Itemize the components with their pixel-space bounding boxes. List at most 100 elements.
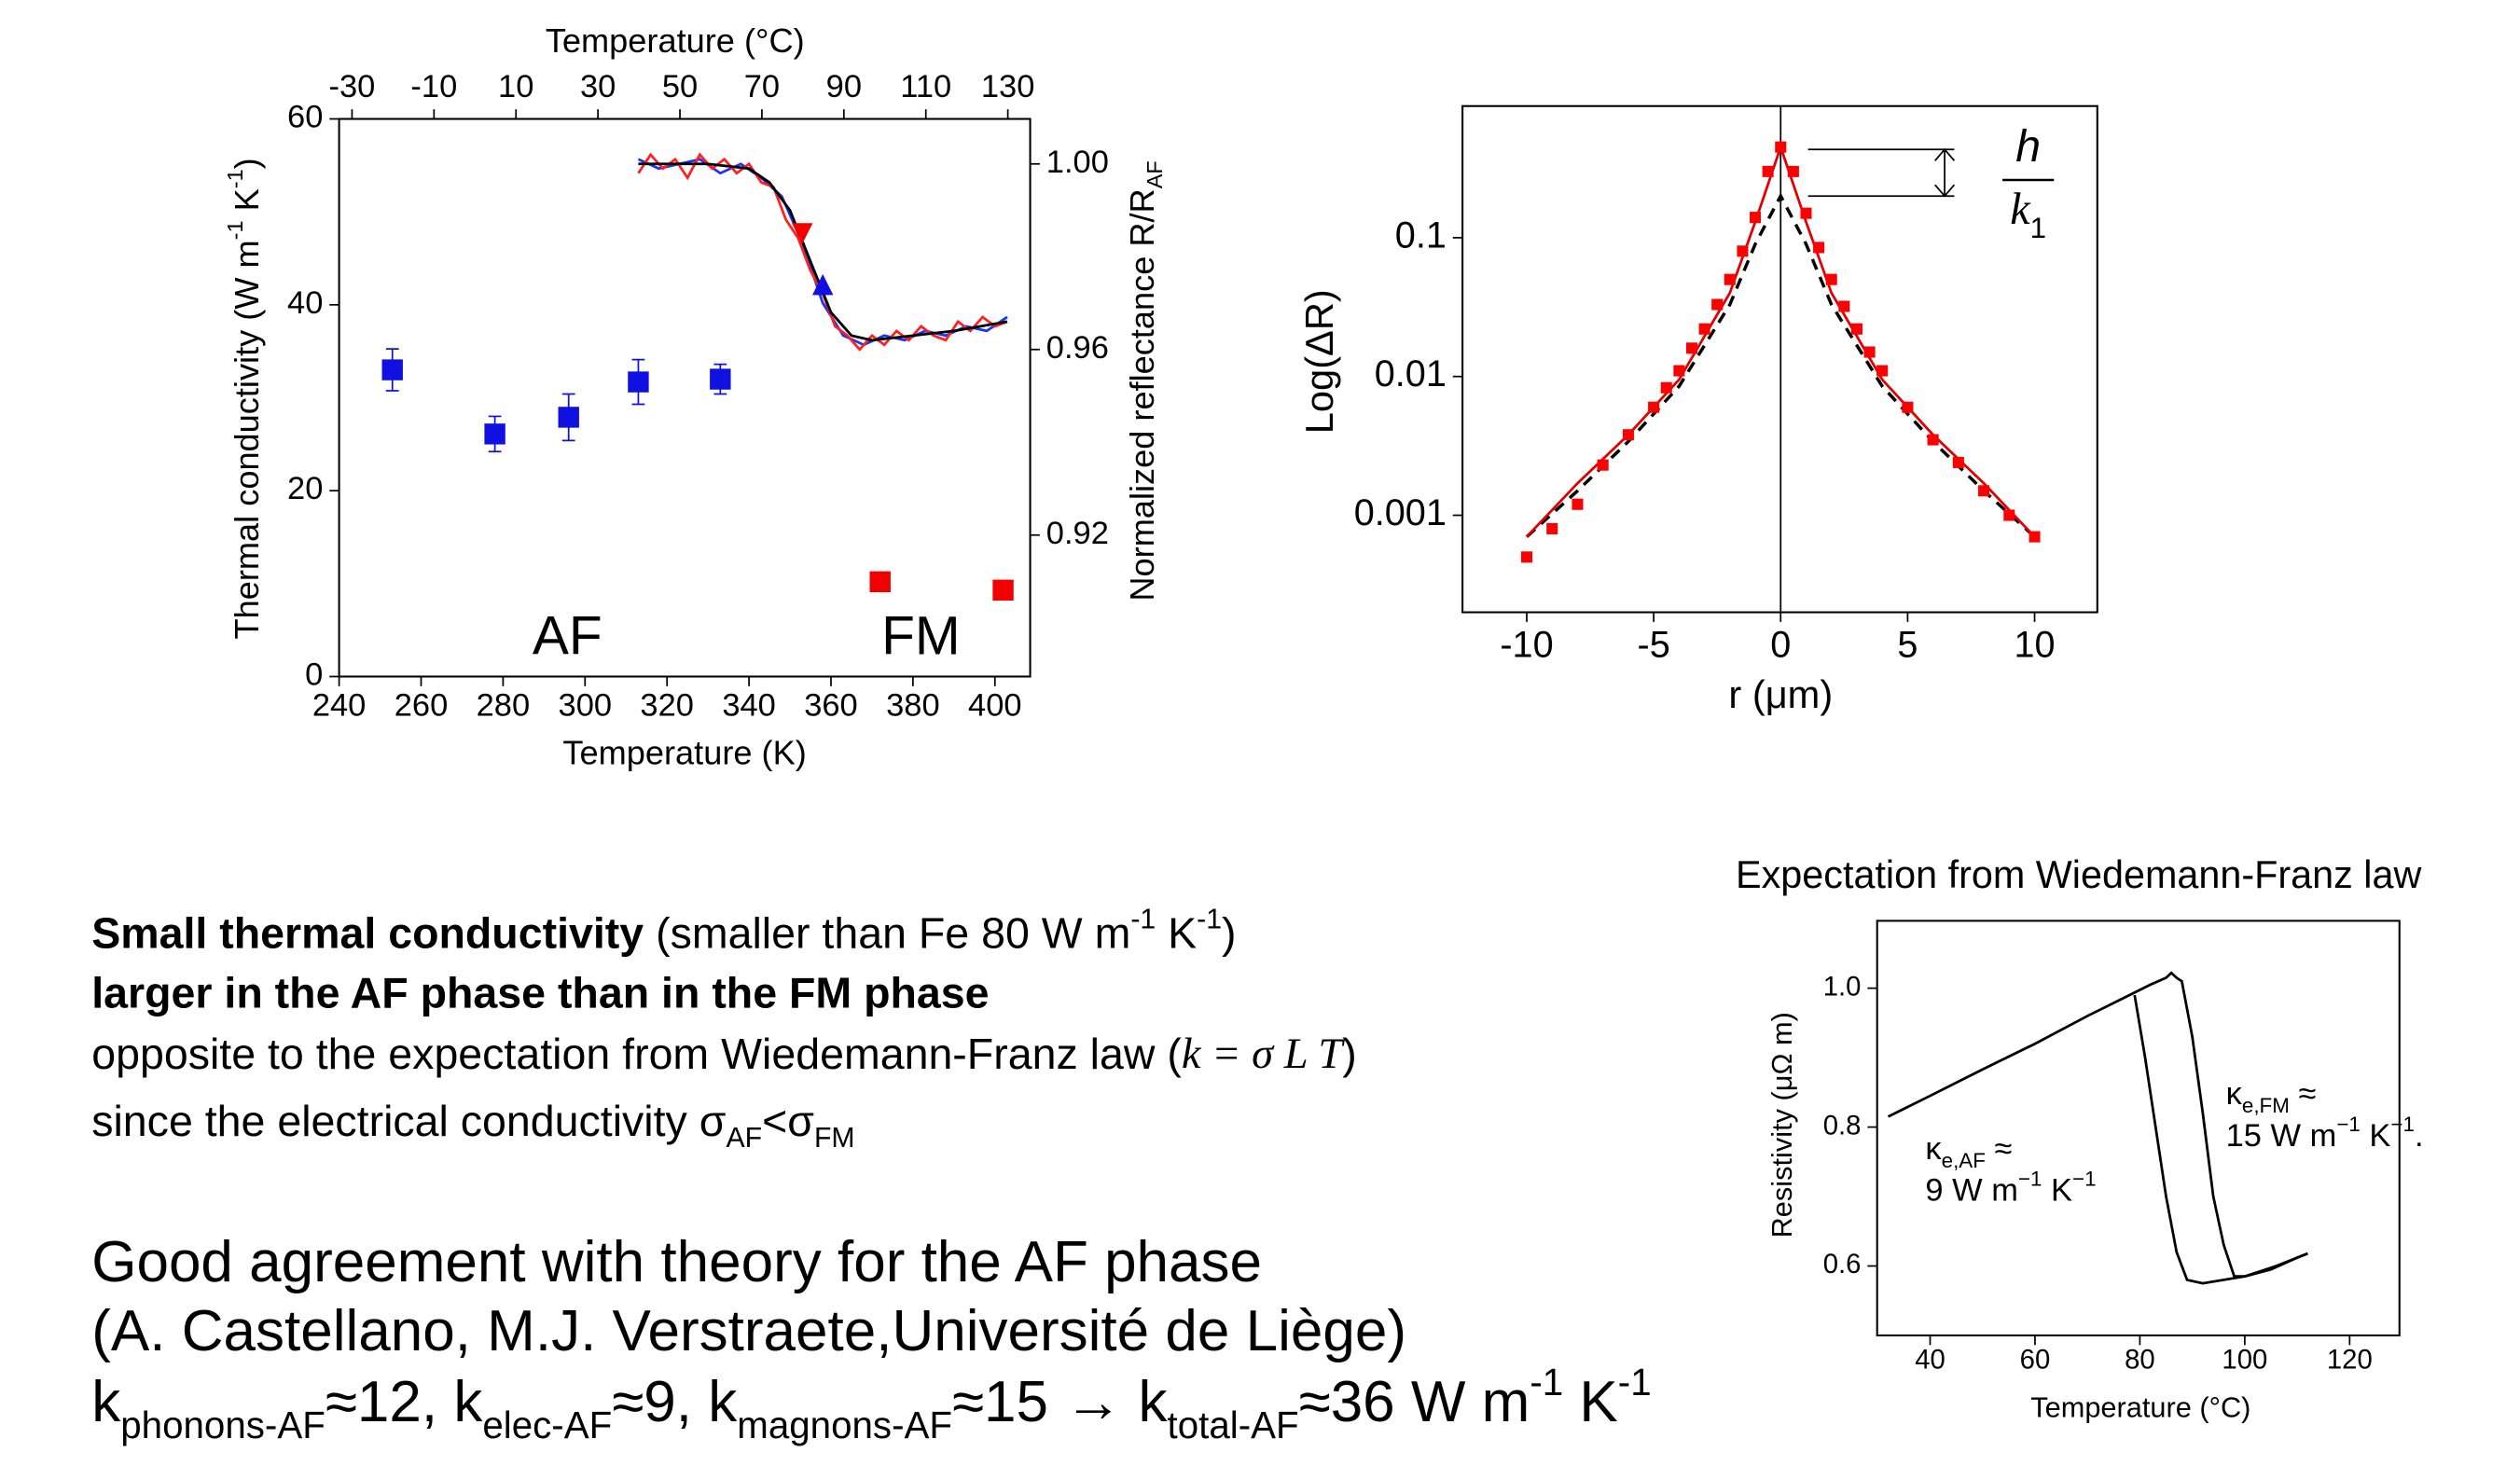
x-tick-label: 100 (2222, 1345, 2267, 1376)
text-run: κ (2226, 1076, 2243, 1112)
data-point (1902, 401, 1914, 413)
text-run: -1 (1197, 905, 1222, 935)
y-tick-label: 0.1 (1395, 214, 1447, 256)
chart-title: Expectation from Wiedemann-Franz law (1736, 853, 2421, 896)
data-point (1546, 522, 1558, 534)
arrow-heads (1934, 147, 1956, 198)
text-line: larger in the AF phase than in the FM ph… (91, 969, 989, 1017)
text-run: (A. Castellano, M.J. Verstraete,Universi… (91, 1299, 1406, 1363)
x2-tick-label: 10 (498, 69, 533, 104)
text-run: -1 (1618, 1360, 1652, 1403)
data-point (1850, 323, 1862, 335)
x-tick-label: -5 (1638, 625, 1670, 666)
x2-tick-label: 110 (900, 69, 951, 104)
text-run: ) (1222, 909, 1237, 958)
y2-axis-label: Normalized reflectance R/RAF (1122, 160, 1167, 601)
x-tick-label: 280 (477, 687, 530, 723)
y2-tick-label: 0.96 (1046, 330, 1109, 366)
x2-tick-label: 50 (662, 69, 698, 104)
data-point (1863, 346, 1876, 358)
data-point (381, 359, 403, 380)
text-run: <σ (762, 1098, 814, 1146)
data-point (1927, 434, 1939, 446)
text-run: -1 (1530, 1360, 1563, 1403)
text-run: . (2415, 1118, 2424, 1154)
text-run: 15 W m (2226, 1118, 2337, 1154)
x-tick-label: 120 (2327, 1345, 2373, 1376)
y2-tick-label: 1.00 (1046, 145, 1109, 180)
text-run: K (2042, 1173, 2072, 1209)
text-run: ) (1342, 1030, 1357, 1078)
y-tick-label: 1.0 (1823, 971, 1862, 1002)
text-line: Good agreement with theory for the AF ph… (91, 1230, 1262, 1294)
data-point (1825, 273, 1837, 285)
annotation: κe,AF ≈ (1925, 1131, 2012, 1172)
y-tick-label: 0.01 (1375, 353, 1447, 394)
x-tick-label: 80 (2125, 1345, 2155, 1376)
data-point (1724, 273, 1736, 285)
data-point (1520, 551, 1533, 563)
x-tick-label: 60 (2020, 1345, 2051, 1376)
text-run: -1 (1130, 905, 1156, 935)
data-point (1737, 245, 1749, 257)
data-line (2133, 994, 2308, 1285)
text-run: k = σ L T (1182, 1030, 1346, 1078)
text-run: −1 (2018, 1168, 2042, 1191)
text-line: opposite to the expectation from Wiedema… (91, 1030, 1357, 1078)
x-tick-label: 240 (312, 687, 366, 723)
x-axis-label: Temperature (K) (562, 733, 806, 771)
x-tick-label: 360 (804, 687, 857, 723)
data-point (1597, 459, 1609, 471)
x2-tick-label: 70 (744, 69, 780, 104)
text-run: phonons-AF (120, 1403, 325, 1445)
text-run: κ (1925, 1131, 1942, 1167)
data-point (792, 223, 813, 244)
plot-frame (338, 118, 1032, 678)
text-run: Normalized reflectance R/R (1122, 188, 1160, 601)
text-run: ≈ (1986, 1131, 2012, 1167)
annotation-numerator: h (2015, 121, 2041, 172)
text-run: 9 W m (1925, 1173, 2018, 1209)
x-tick-label: 10 (2015, 625, 2056, 666)
annotation: κe,FM ≈ (2226, 1076, 2317, 1117)
data-point (1813, 242, 1825, 254)
data-point (558, 407, 579, 428)
y-axis-label: Resistivity (μΩ m) (1765, 1012, 1798, 1238)
y-tick-label: 0.001 (1354, 492, 1447, 533)
text-run: larger in the AF phase than in the FM ph… (91, 969, 989, 1017)
text-run: Thermal conductivity (W m (228, 240, 266, 639)
text-run: -1 (223, 220, 247, 240)
y-tick-label: 0.6 (1823, 1249, 1862, 1279)
data-point (1775, 141, 1787, 153)
data-point (1978, 485, 1990, 497)
y-tick-label: 60 (287, 100, 323, 135)
plot-frame (1876, 920, 2401, 1337)
x-tick-label: 0 (1770, 625, 1791, 666)
data-point (1572, 498, 1584, 510)
text-run: AF (1142, 160, 1167, 188)
data-point (1648, 401, 1660, 413)
text-run: −1 (2390, 1113, 2415, 1136)
x-tick-label: 400 (968, 687, 1021, 723)
data-point (1838, 300, 1850, 312)
y-tick-label: 0.8 (1823, 1110, 1862, 1141)
data-point (1952, 456, 1964, 468)
annotation: FM (881, 605, 961, 666)
height-arrow (1807, 147, 1956, 198)
annotation: 9 W m−1 K−1 (1925, 1168, 2096, 1209)
text-run: FM (814, 1124, 855, 1155)
text-run: (smaller than Fe 80 W m (644, 909, 1130, 958)
x2-tick-label: -30 (329, 69, 376, 104)
x2-axis-label: Temperature (°C) (546, 21, 805, 60)
x2-tick-label: 90 (826, 69, 862, 104)
text-run: ≈ (2290, 1076, 2316, 1112)
text-run: K (2361, 1118, 2391, 1154)
y2-tick-label: 0.92 (1046, 516, 1109, 551)
data-point (1660, 381, 1672, 394)
data-point (1711, 298, 1724, 311)
text-run: e,FM (2242, 1095, 2290, 1118)
text-run: Good agreement with theory for the AF ph… (91, 1230, 1262, 1294)
data-point (628, 371, 649, 393)
